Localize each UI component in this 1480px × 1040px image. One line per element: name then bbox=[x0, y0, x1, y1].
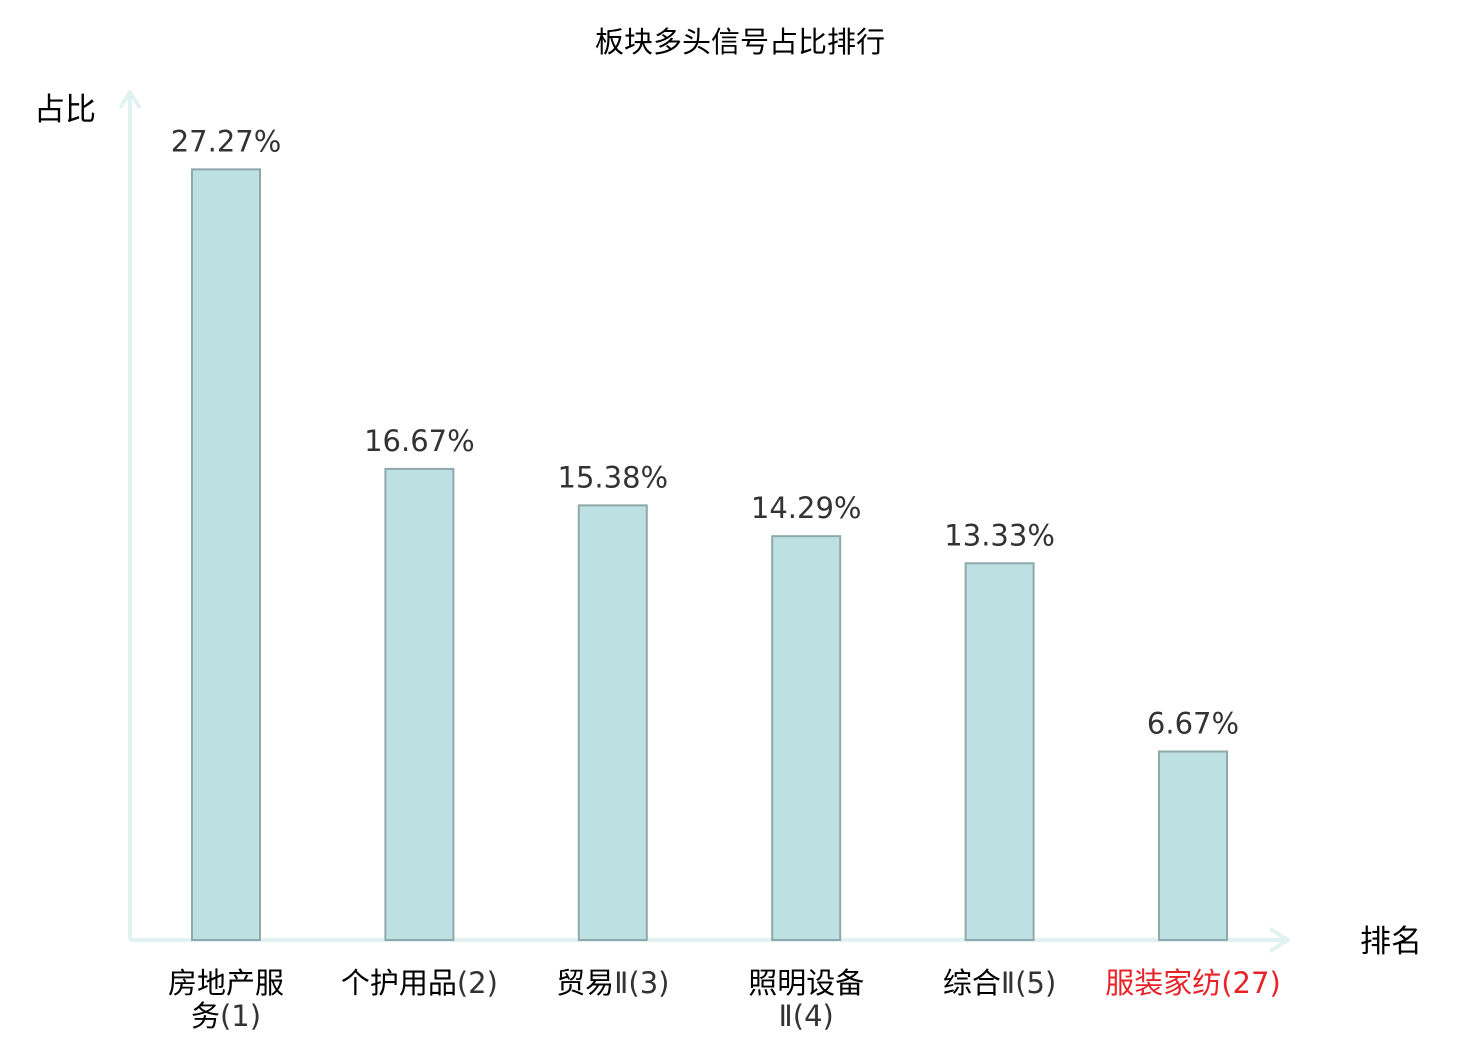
bar-3 bbox=[577, 504, 648, 941]
value-label-1: 27.27% bbox=[171, 124, 282, 158]
bar-1 bbox=[191, 168, 261, 941]
category-label-3: 贸易Ⅱ(3) bbox=[556, 966, 669, 1000]
value-label-3: 15.38% bbox=[558, 460, 669, 494]
x-axis-label: 排名 bbox=[1360, 924, 1422, 960]
bar-2 bbox=[384, 467, 455, 941]
axes bbox=[118, 90, 1290, 953]
value-label-5: 13.33% bbox=[944, 518, 1055, 552]
y-axis-label: 占比 bbox=[34, 92, 96, 128]
value-labels-group: 27.27% 16.67% 15.38% 14.29% 13.33% 6.67% bbox=[171, 124, 1239, 740]
y-axis-arrow bbox=[118, 90, 142, 110]
value-label-2: 16.67% bbox=[364, 424, 475, 458]
category-label-2: 个护用品(2) bbox=[341, 966, 498, 1000]
category-label-5: 综合Ⅱ(5) bbox=[943, 966, 1056, 1000]
chart-title: 板块多头信号占比排行 bbox=[595, 25, 885, 59]
value-label-4: 14.29% bbox=[751, 491, 862, 525]
bar-4 bbox=[771, 535, 842, 941]
category-label-1: 房地产服务(1) bbox=[168, 966, 284, 1033]
category-label-4: 照明设备 Ⅱ(4) bbox=[748, 966, 864, 1033]
value-label-6: 6.67% bbox=[1147, 707, 1239, 741]
bar-5 bbox=[964, 562, 1035, 941]
category-labels-group: 房地产服务(1) 个护用品(2) 贸易Ⅱ(3) 照明设备 Ⅱ(4) 综合Ⅱ(5) 服装家纺(… bbox=[168, 966, 1281, 1033]
bar-6 bbox=[1158, 750, 1228, 941]
bars-group bbox=[191, 168, 1228, 941]
x-axis-arrow bbox=[1268, 927, 1290, 953]
category-label-6: 服装家纺(27) bbox=[1105, 966, 1281, 1000]
